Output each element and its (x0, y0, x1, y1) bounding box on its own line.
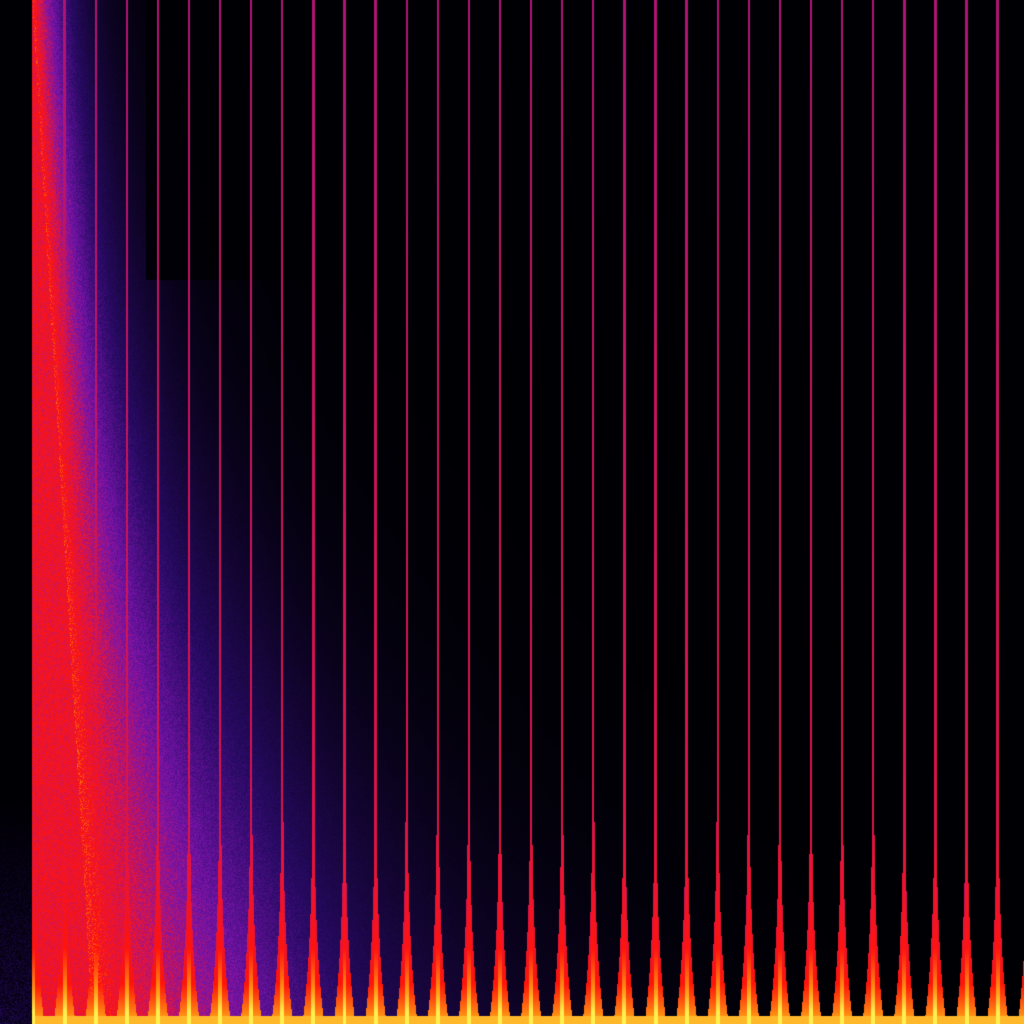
spectrogram-image (0, 0, 1024, 1024)
